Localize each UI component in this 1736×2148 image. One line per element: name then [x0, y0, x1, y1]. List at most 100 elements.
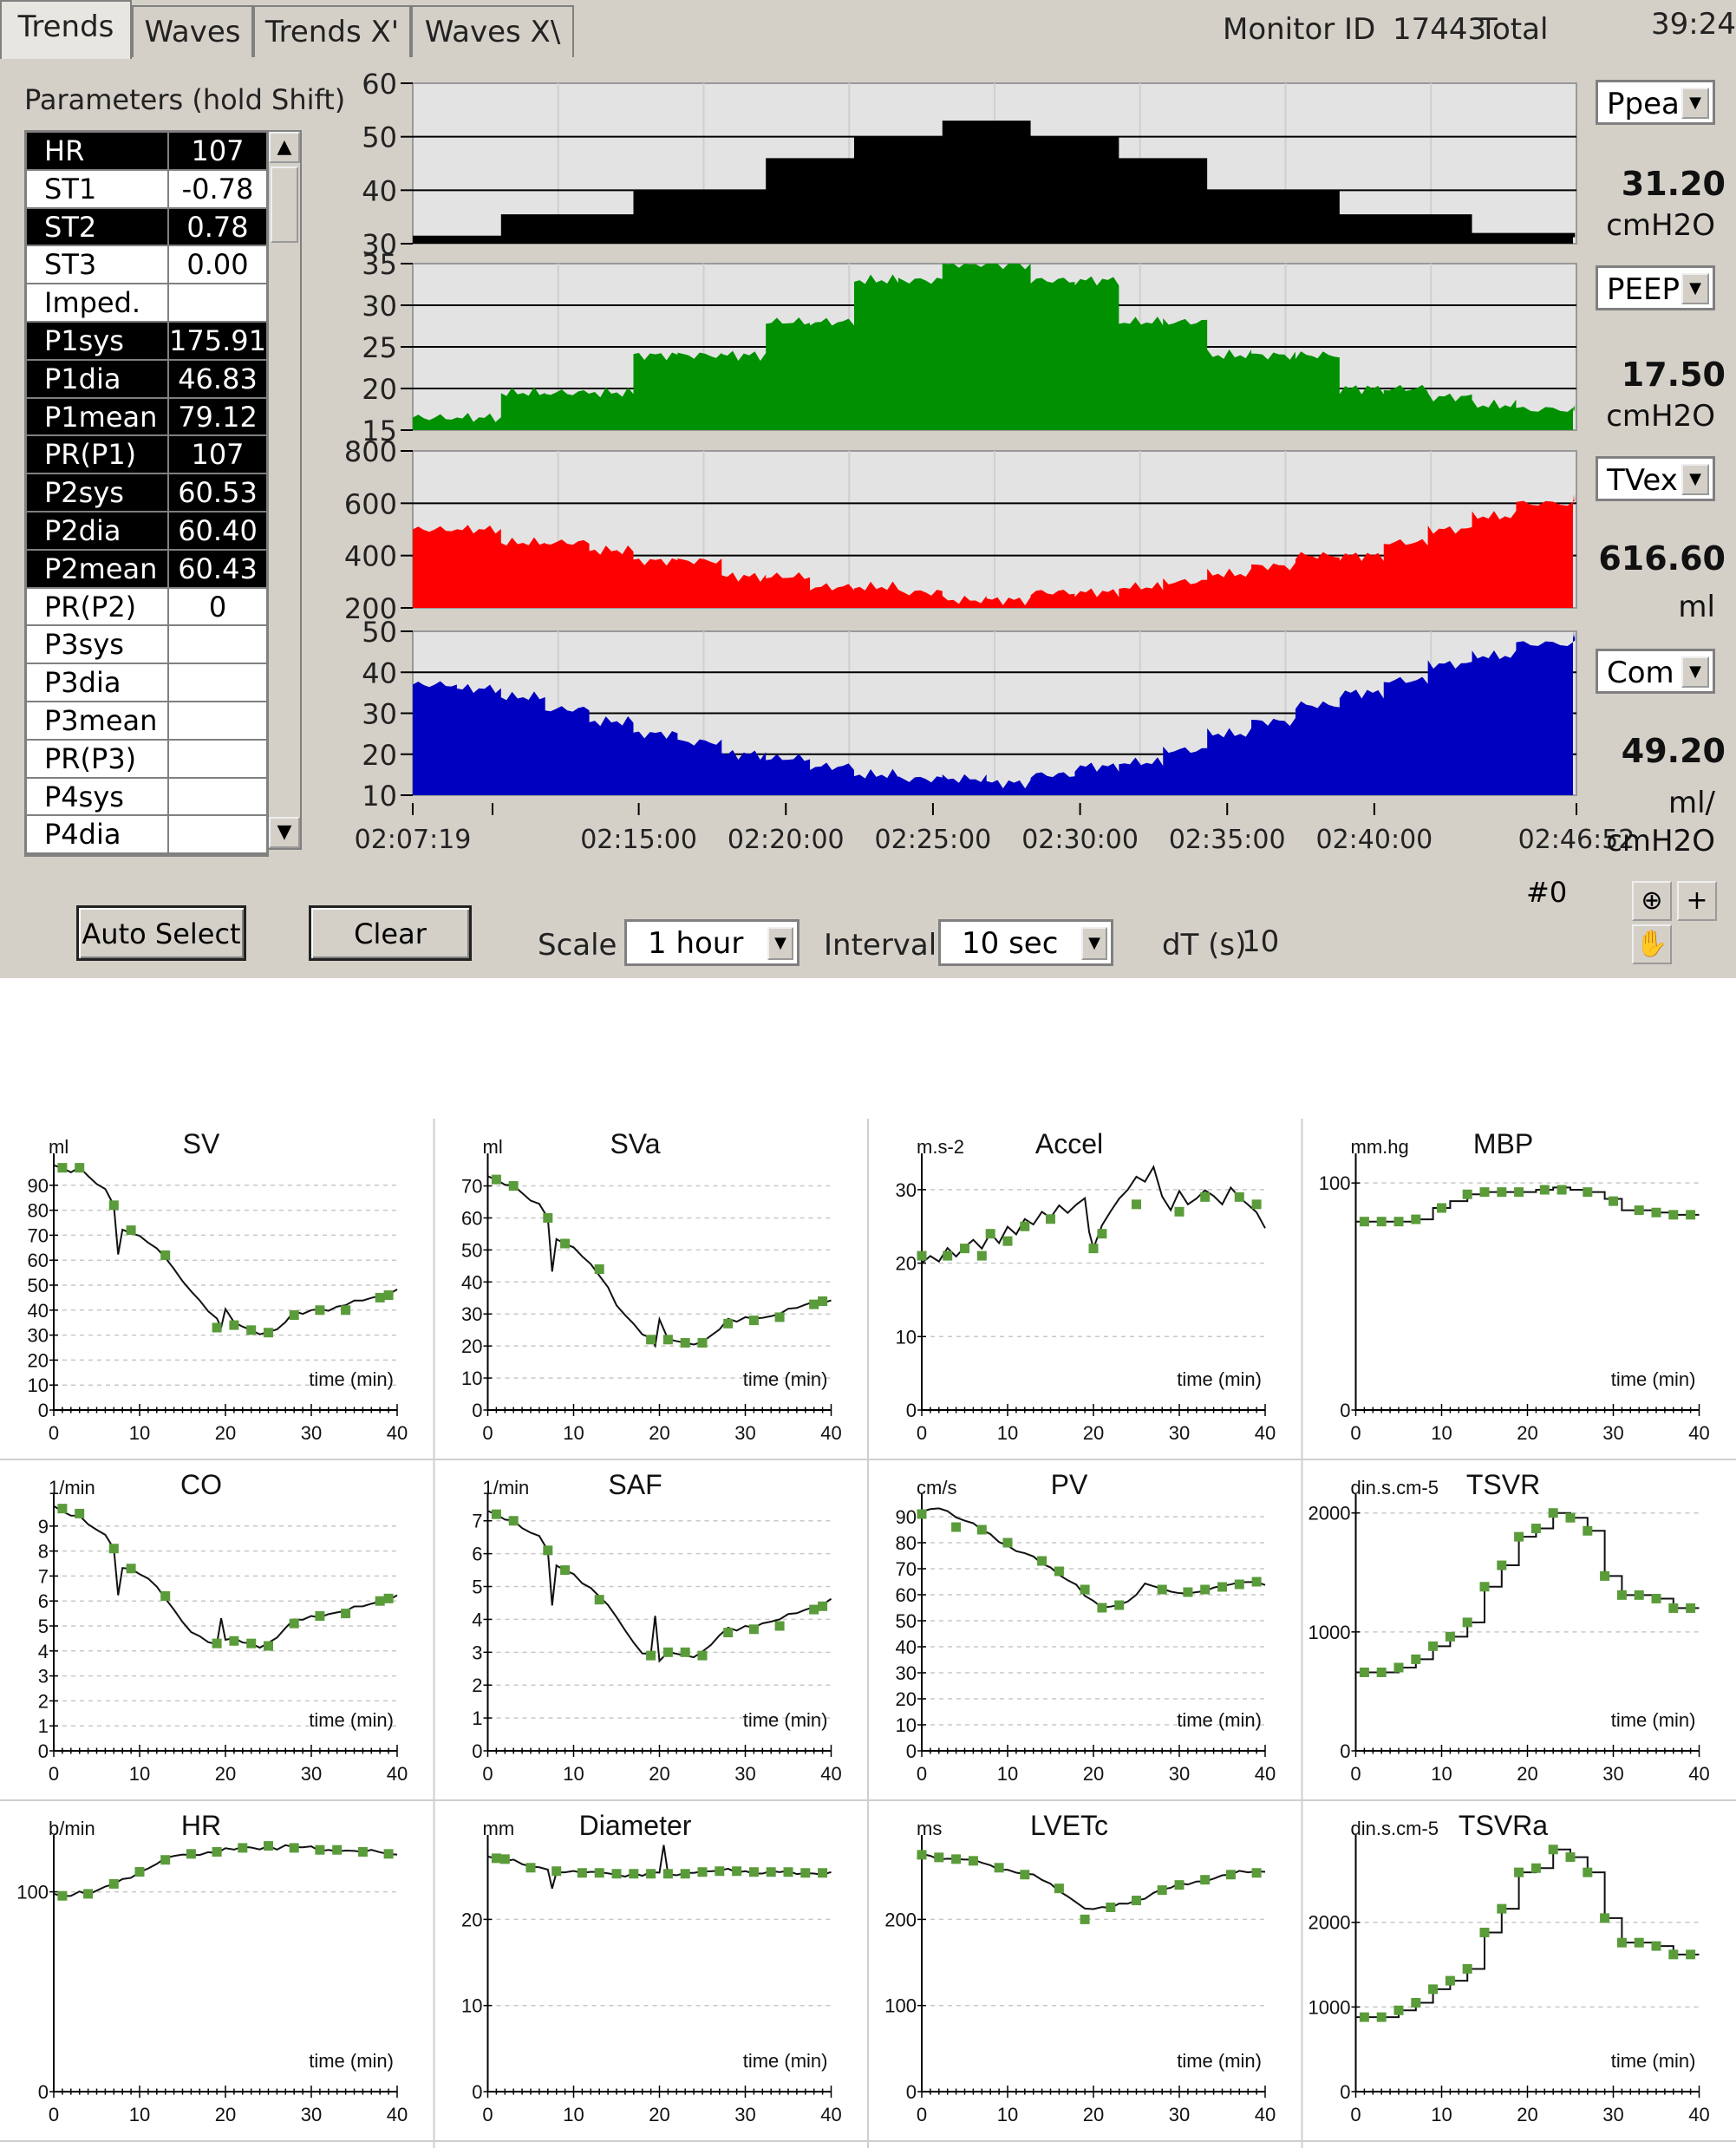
parameter-row[interactable]: P2dia 60.40	[27, 512, 266, 551]
parameter-scrollbar[interactable]: ▲ ▼	[267, 130, 302, 850]
parameter-row[interactable]: PR(P2) 0	[27, 588, 266, 627]
x-tick-label: 30	[734, 2104, 755, 2125]
data-marker	[1514, 1531, 1524, 1542]
y-tick-label: 20	[461, 1335, 482, 1357]
x-tick-label: 30	[1169, 1422, 1190, 1444]
data-marker	[289, 1843, 299, 1853]
pan-hand-icon[interactable]: ✋	[1632, 924, 1672, 964]
parameter-name: PR(P2)	[27, 588, 169, 625]
data-marker	[1583, 1525, 1593, 1536]
data-marker	[800, 1868, 811, 1878]
y-tick-label: 30	[362, 228, 397, 261]
cursor-label: #0	[1526, 876, 1568, 909]
channel-value-3: 616.60	[1598, 539, 1726, 578]
zoom-icon[interactable]: ⊕	[1632, 881, 1672, 921]
data-marker	[160, 1855, 171, 1865]
data-marker	[748, 1867, 759, 1877]
x-axis-label: time (min)	[309, 2050, 394, 2072]
trend-plot-1: 30 40 50 60	[362, 68, 1577, 261]
tab-waves-x[interactable]: Waves X\	[411, 5, 574, 57]
data-marker	[1002, 1538, 1013, 1548]
x-tick-label: 40	[1688, 2104, 1709, 2125]
scroll-up-icon[interactable]: ▲	[269, 132, 300, 163]
chevron-down-icon: ▼	[1681, 273, 1709, 304]
scroll-thumb[interactable]	[271, 166, 298, 243]
chart-saf: SAF 1/min 0 10 20 30 40 0 1 2 3 4 5 6 7 time (min)	[472, 1469, 841, 1785]
parameter-row[interactable]: PR(P1) 107	[27, 436, 266, 475]
y-tick-label: 30	[362, 698, 397, 731]
parameter-row[interactable]: P1sys 175.91	[27, 322, 266, 361]
data-marker	[818, 1296, 828, 1306]
data-marker	[1393, 1662, 1404, 1673]
parameter-name: P4dia	[27, 816, 169, 853]
parameter-list[interactable]: HR 107 ST1 -0.78 ST2 0.78 ST3 0.00 Imped. P1sys 17…	[24, 130, 269, 858]
parameter-name: PR(P3)	[27, 740, 169, 777]
data-marker	[57, 1890, 68, 1901]
tab-waves[interactable]: Waves	[132, 5, 253, 57]
data-marker	[491, 1853, 501, 1864]
data-marker	[75, 1163, 85, 1173]
channel-select-4[interactable]: Com ▼	[1596, 649, 1715, 694]
parameter-row[interactable]: PR(P3)	[27, 740, 266, 779]
y-unit-label: din.s.cm-5	[1351, 1477, 1439, 1498]
y-tick-label: 800	[344, 435, 397, 468]
chart-sva: SVa ml 0 10 20 30 40 0 10 20 30 40 50 60 70 time (min)	[461, 1128, 842, 1444]
x-tick-label: 0	[1350, 2104, 1361, 2125]
parameter-value: 0.00	[186, 248, 249, 282]
parameter-row[interactable]: Imped.	[27, 284, 266, 323]
y-tick-label: 60	[461, 1207, 482, 1229]
channel-select-3[interactable]: TVex ▼	[1596, 456, 1715, 501]
parameter-row[interactable]: P4sys	[27, 778, 266, 817]
y-tick-label: 10	[461, 1995, 482, 2017]
y-tick-label: 40	[461, 1271, 482, 1293]
y-tick-label: 60	[362, 68, 397, 101]
data-marker	[680, 1647, 690, 1657]
x-tick-label: 0	[482, 1763, 493, 1785]
data-marker	[1539, 1185, 1550, 1195]
y-tick-label: 0	[38, 1400, 49, 1421]
data-marker	[383, 1593, 394, 1603]
parameter-row[interactable]: ST2 0.78	[27, 208, 266, 247]
auto-select-button[interactable]: Auto Select	[76, 905, 246, 961]
data-marker	[543, 1545, 553, 1556]
y-tick-label: 25	[362, 331, 397, 364]
scroll-down-icon[interactable]: ▼	[269, 817, 300, 848]
parameter-row[interactable]: P1dia 46.83	[27, 360, 266, 399]
parameter-row[interactable]: P3mean	[27, 702, 266, 741]
dt-value: 10	[1242, 924, 1280, 959]
x-tick-label: 0	[1350, 1763, 1361, 1785]
data-marker	[1132, 1199, 1141, 1210]
interval-select[interactable]: 10 sec ▼	[938, 919, 1113, 966]
parameter-row[interactable]: P2mean 60.43	[27, 550, 266, 589]
parameter-row[interactable]: ST3 0.00	[27, 246, 266, 285]
y-tick-label: 0	[1340, 1400, 1350, 1421]
parameter-value: 0	[208, 590, 227, 624]
channel-select-2[interactable]: PEEP ▼	[1596, 265, 1715, 310]
parameter-row[interactable]: P3sys	[27, 626, 266, 665]
tab-trends-x[interactable]: Trends X'	[253, 5, 411, 57]
series-line	[487, 1510, 832, 1663]
parameter-row[interactable]: P2sys 60.53	[27, 474, 266, 513]
parameter-row[interactable]: P1mean 79.12	[27, 398, 266, 437]
y-unit-label: ml	[49, 1136, 69, 1158]
x-axis-label: time (min)	[1611, 2050, 1696, 2072]
data-marker	[1497, 1560, 1507, 1570]
parameter-row[interactable]: P4dia	[27, 816, 266, 855]
y-tick-label: 50	[461, 1239, 482, 1261]
plus-icon[interactable]: +	[1677, 881, 1717, 921]
parameter-row[interactable]: P3dia	[27, 664, 266, 702]
parameter-row[interactable]: HR 107	[27, 133, 266, 171]
y-tick-label: 50	[896, 1610, 917, 1632]
y-tick-label: 10	[896, 1326, 917, 1348]
data-marker	[1686, 1603, 1696, 1613]
tab-trends[interactable]: Trends	[0, 0, 132, 59]
data-marker	[1634, 1590, 1644, 1600]
data-marker	[246, 1638, 257, 1649]
clear-button[interactable]: Clear	[309, 905, 472, 961]
data-marker	[1548, 1844, 1558, 1855]
scale-select[interactable]: 1 hour ▼	[624, 919, 799, 966]
parameter-row[interactable]: ST1 -0.78	[27, 170, 266, 209]
data-marker	[976, 1524, 987, 1535]
data-marker	[1651, 1593, 1661, 1603]
channel-select-1[interactable]: Ppea ▼	[1596, 80, 1715, 125]
